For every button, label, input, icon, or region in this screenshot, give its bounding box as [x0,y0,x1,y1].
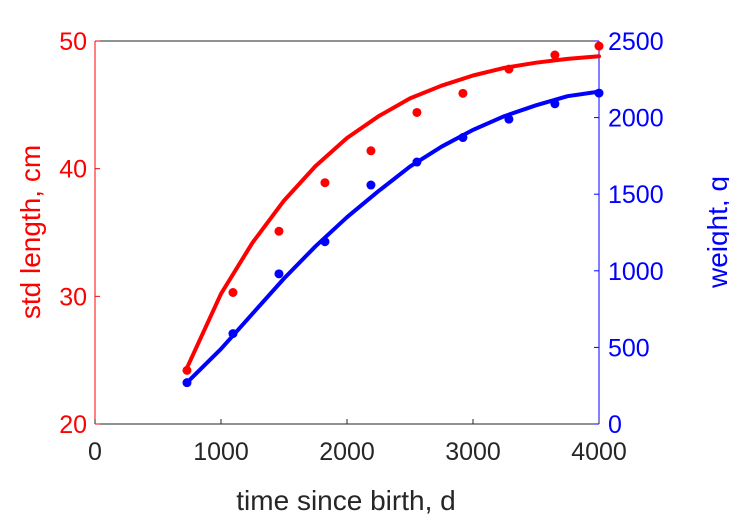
left-tick-label: 30 [59,283,87,311]
x-tick-label: 0 [88,438,102,466]
right-axis-title: weight, g [702,176,729,289]
left-tick-label: 40 [59,156,87,184]
right-tick-label: 1500 [608,181,664,209]
left-tick-label: 50 [59,28,87,56]
left-data-point [504,64,514,74]
right-tick-label: 2000 [608,105,664,133]
left-tick-label: 20 [59,411,87,439]
x-tick-label: 1000 [193,438,249,466]
right-tick-label: 1000 [608,258,664,286]
x-tick-label: 2000 [319,438,375,466]
right-tick-label: 2500 [608,28,664,56]
right-data-point [458,133,468,143]
right-data-point [550,99,560,109]
right-data-point [320,237,330,247]
right-data-point [504,114,514,124]
left-data-point [366,146,376,156]
right-data-point [182,378,192,388]
right-data-point [412,157,422,167]
left-data-point [412,107,422,117]
left-data-point [182,365,192,375]
left-data-point [458,88,468,98]
right-data-point [228,329,238,339]
axis-ticks: 0 1000 2000 3000 400020304050050010001500200… [59,28,663,466]
left-data-point [550,50,560,60]
data-points [182,41,604,388]
left-data-point [228,288,238,298]
right-data-point [594,88,604,98]
x-axis-title: time since birth, d [236,485,455,516]
left-data-point [594,41,604,51]
right-tick-label: 0 [608,411,622,439]
right-data-point [274,269,284,279]
left-fit-line [185,54,601,370]
right-fit-line [185,89,601,385]
left-data-point [274,226,284,236]
plot-frame [94,40,600,425]
left-data-point [320,178,330,188]
right-data-point [366,180,376,190]
right-tick-label: 500 [608,334,650,362]
x-tick-label: 4000 [571,438,627,466]
fit-curves [185,54,601,385]
x-tick-label: 3000 [445,438,501,466]
left-axis-title: std length, cm [15,145,46,319]
